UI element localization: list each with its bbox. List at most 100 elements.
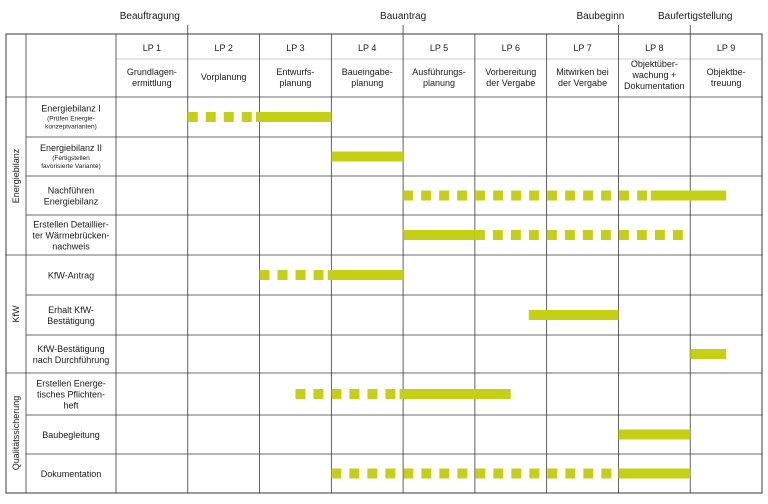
phase-bar-dash (475, 190, 486, 201)
phase-description: Baueingabe- (342, 67, 393, 77)
task-sublabel: favorisierte Variante) (41, 163, 101, 170)
phase-code: LP 4 (358, 43, 376, 53)
phase-bar-dash (313, 389, 324, 399)
phase-description: planung (423, 78, 455, 88)
phase-code: LP 1 (143, 43, 161, 53)
phase-description: wachung + (631, 70, 676, 80)
phase-description: ermittlung (132, 78, 172, 88)
phase-bar-dash (385, 468, 396, 479)
phase-bar-dash (421, 468, 432, 479)
task-label: nach Durchführung (33, 355, 110, 365)
phase-description: der Vergabe (558, 78, 607, 88)
group-label: Energiebilanz (11, 148, 21, 203)
phase-bar-solid (690, 349, 727, 359)
phase-bar-dash (187, 112, 198, 122)
phase-bar-dash (511, 468, 522, 479)
phase-bar-dash (637, 190, 648, 201)
phase-bar-dash (583, 468, 594, 479)
task-sublabel: (Prüfen Energie- (47, 116, 95, 123)
phase-bar-solid (528, 310, 619, 320)
phase-bar-solid (618, 429, 691, 440)
phase-bar-solid (650, 190, 727, 201)
task-label: Nachführen (48, 186, 95, 196)
phase-bar-dash (493, 468, 504, 479)
phase-bar-dash (510, 230, 521, 240)
phase-code: LP 3 (286, 43, 304, 53)
task-label: Erhalt KfW- (48, 305, 94, 315)
phase-bar-solid (399, 389, 511, 399)
phase-bar-dash (421, 190, 432, 201)
phase-bar-dash (582, 230, 593, 240)
phase-bar-dash (331, 468, 342, 479)
phase-description: Objektüber- (631, 59, 678, 69)
phase-code: LP 7 (573, 43, 591, 53)
phase-bar-dash (529, 190, 540, 201)
phase-bar-dash (565, 190, 576, 201)
phase-bar-solid (327, 270, 404, 280)
phase-bar-dash (223, 112, 234, 122)
phase-code: LP 2 (214, 43, 232, 53)
phase-bar-dash (439, 468, 450, 479)
phase-description: Entwurfs- (276, 67, 314, 77)
phase-bar-dash (403, 468, 414, 479)
task-label: Bestätigung (47, 316, 95, 326)
phase-bar-dash (493, 190, 504, 201)
task-label: Erstellen Detaillier- (33, 220, 109, 230)
task-sublabel: konzeptvarianten) (45, 124, 97, 131)
milestone-label: Baufertigstellung (658, 11, 733, 22)
phase-description: Objektbe- (707, 67, 746, 77)
phase-bar-dash (367, 468, 378, 479)
milestone-label: Bauantrag (380, 11, 426, 22)
task-label: KfW-Antrag (48, 271, 94, 281)
phase-description: planung (351, 78, 383, 88)
milestone-label: Beauftragung (120, 11, 180, 22)
task-label: Energiebilanz (44, 197, 99, 207)
phase-bar-dash (601, 468, 612, 479)
phase-bar-dash (295, 270, 306, 280)
phase-bar-dash (349, 389, 360, 399)
phase-bar-dash (619, 190, 630, 201)
phase-description: treuung (711, 78, 742, 88)
task-label: Baubegleitung (42, 430, 100, 440)
task-label: Dokumentation (41, 469, 102, 479)
phase-description: Vorbereitung (485, 67, 536, 77)
phase-bar-dash (439, 190, 450, 201)
phase-description: Ausführungs- (412, 67, 466, 77)
phase-description: planung (279, 78, 311, 88)
task-label: nachweis (52, 242, 90, 252)
phase-bar-dash (457, 190, 468, 201)
phase-bar-dash (654, 230, 665, 240)
task-label: Energiebilanz I (41, 104, 101, 114)
phase-bar-dash (528, 230, 539, 240)
phase-bar-dash (367, 389, 378, 399)
phase-description: Mitwirken bei (556, 67, 609, 77)
phase-bar-dash (277, 270, 288, 280)
phase-bar-dash (492, 230, 503, 240)
phase-bar-dash (331, 389, 342, 399)
phase-bar-solid (255, 112, 332, 122)
phase-bar-dash (529, 468, 540, 479)
phase-description: Grundlagen- (127, 67, 177, 77)
phase-code: LP 8 (645, 43, 663, 53)
phase-bar-dash (313, 270, 324, 280)
phase-bar-dash (601, 190, 612, 201)
task-label: heft (63, 401, 79, 411)
phase-bar-solid (331, 151, 404, 162)
phase-bar-solid (403, 230, 475, 240)
task-label: KfW-Bestätigung (37, 344, 104, 354)
task-label: Erstellen Energe- (36, 379, 106, 389)
group-label: Qualitätssicherung (11, 396, 21, 471)
phase-bar-dash (349, 468, 360, 479)
phase-bar-dash (205, 112, 216, 122)
phase-bar-dash (241, 112, 252, 122)
phase-code: LP 5 (430, 43, 448, 53)
phase-bar-dash (385, 389, 396, 399)
phase-bar-dash (583, 190, 594, 201)
phase-bar-dash (403, 190, 414, 201)
phase-bar-solid (618, 468, 691, 479)
grid-frame (5, 33, 763, 494)
phase-bar-dash (474, 230, 485, 240)
phase-bar-dash (295, 389, 306, 399)
task-label: Energiebilanz II (40, 143, 102, 153)
